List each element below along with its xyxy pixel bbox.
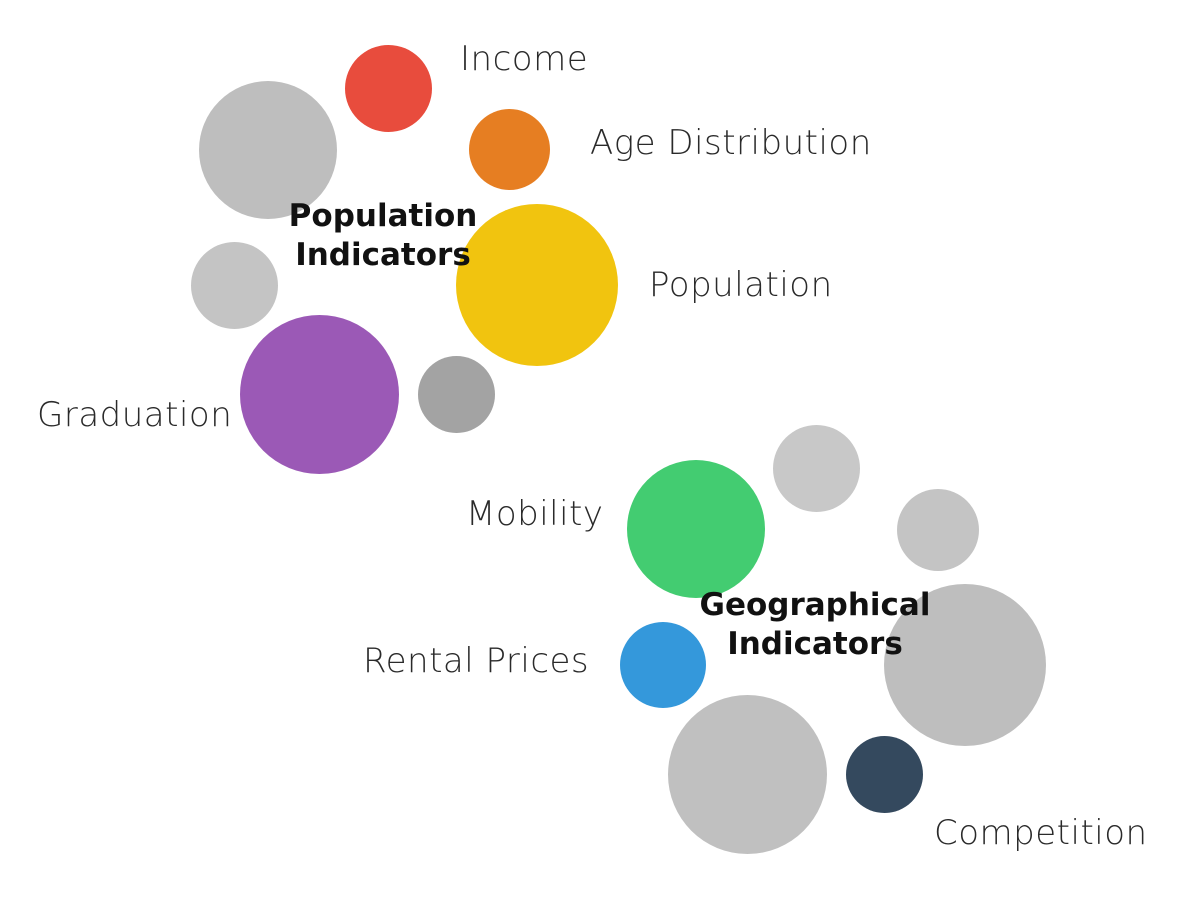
group-title-line: Population bbox=[288, 198, 478, 234]
rental-prices-label: Rental Prices bbox=[363, 641, 590, 681]
income-label: Income bbox=[460, 39, 589, 79]
mobility-label: Mobility bbox=[466, 494, 604, 534]
placeholder-bubble bbox=[199, 81, 337, 219]
mobility-bubble bbox=[627, 460, 765, 598]
competition-bubble bbox=[846, 736, 923, 813]
graduation-label: Graduation bbox=[37, 395, 233, 435]
placeholder-bubble bbox=[884, 584, 1046, 746]
income-bubble bbox=[345, 45, 432, 132]
geographical-indicators-title: Geographical Indicators bbox=[692, 586, 938, 664]
placeholder-bubble bbox=[897, 489, 979, 571]
placeholder-bubble bbox=[418, 356, 495, 433]
placeholder-bubble bbox=[773, 425, 860, 512]
rental-prices-bubble bbox=[620, 622, 706, 708]
placeholder-bubble bbox=[191, 242, 278, 329]
graduation-bubble bbox=[240, 315, 399, 474]
group-title-line: Geographical bbox=[699, 587, 931, 623]
competition-label: Competition bbox=[934, 813, 1148, 853]
population-indicators-title: Population Indicators bbox=[283, 197, 483, 275]
age-distribution-label: Age Distribution bbox=[590, 123, 872, 163]
population-label: Population bbox=[649, 265, 833, 305]
age-distribution-bubble bbox=[469, 109, 550, 190]
placeholder-bubble bbox=[668, 695, 827, 854]
group-title-line: Indicators bbox=[727, 626, 903, 662]
group-title-line: Indicators bbox=[295, 237, 471, 273]
population-bubble bbox=[456, 204, 618, 366]
